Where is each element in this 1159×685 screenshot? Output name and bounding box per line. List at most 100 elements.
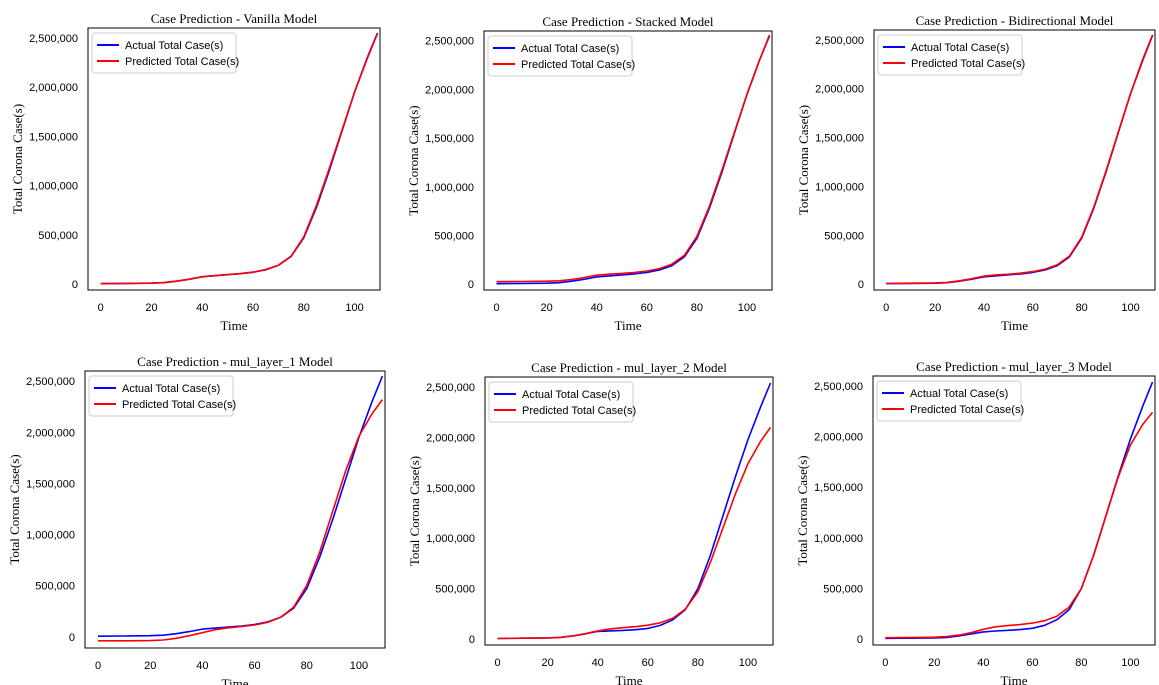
x-tick-label: 20 <box>540 302 552 314</box>
legend-box <box>877 34 1023 76</box>
x-tick-label: 40 <box>977 657 989 669</box>
x-tick-label: 40 <box>978 302 990 314</box>
y-tick-label: 0 <box>69 632 75 644</box>
y-tick-label: 2,500,000 <box>814 381 863 393</box>
legend-box <box>91 32 237 74</box>
legend: Actual Total Case(s) Predicted Total Case… <box>88 375 236 417</box>
y-tick-label: 2,500,000 <box>26 376 75 388</box>
y-tick-label: 0 <box>468 279 474 291</box>
x-tick-label: 60 <box>1027 302 1039 314</box>
plot-frame <box>483 30 773 291</box>
y-tick-label: 1,000,000 <box>814 533 863 545</box>
x-tick-label: 0 <box>95 660 101 672</box>
y-tick-label: 1,500,000 <box>29 131 78 143</box>
chart-title: Case Prediction - mul_layer_2 Model <box>531 360 727 375</box>
x-tick-label: 20 <box>928 657 940 669</box>
y-tick-label: 2,000,000 <box>425 84 474 96</box>
plot-frame <box>872 375 1156 646</box>
y-tick-label: 500,000 <box>35 581 75 593</box>
series-line-predicted <box>496 34 771 283</box>
x-tick-label: 60 <box>247 302 259 314</box>
legend-label: Predicted Total Case(s) <box>522 405 636 417</box>
legend-box <box>88 375 234 417</box>
y-tick-label: 1,000,000 <box>26 530 75 542</box>
chart-5: Case Prediction - mul_layer_2 Model Time T… <box>407 360 774 685</box>
x-tick-label: 60 <box>642 657 654 669</box>
series-line-predicted <box>100 33 379 285</box>
x-tick-label: 80 <box>692 657 704 669</box>
x-tick-label: 100 <box>738 302 756 314</box>
y-axis-label: Total Corona Case(s) <box>795 455 810 565</box>
y-tick-label: 2,000,000 <box>426 432 475 444</box>
y-tick-label: 1,000,000 <box>29 181 78 193</box>
x-tick-label: 60 <box>248 660 260 672</box>
series-line-predicted <box>497 426 772 640</box>
legend-label: Actual Total Case(s) <box>521 43 619 55</box>
x-tick-label: 0 <box>883 302 889 314</box>
x-tick-label: 40 <box>591 302 603 314</box>
x-tick-label: 0 <box>494 657 500 669</box>
y-tick-label: 0 <box>469 634 475 646</box>
x-tick-label: 20 <box>145 302 157 314</box>
legend-label: Predicted Total Case(s) <box>911 58 1025 70</box>
series-line-predicted <box>886 35 1154 285</box>
legend-box <box>487 35 633 77</box>
legend-label: Predicted Total Case(s) <box>910 404 1024 416</box>
plot-frame <box>84 370 386 649</box>
plot-frame <box>873 29 1156 291</box>
legend-label: Predicted Total Case(s) <box>125 56 239 68</box>
series-line-predicted <box>885 411 1154 639</box>
y-axis-label: Total Corona Case(s) <box>406 105 421 215</box>
legend-label: Actual Total Case(s) <box>910 388 1008 400</box>
legend-box <box>876 380 1022 422</box>
x-axis-label: Time <box>1001 318 1028 333</box>
x-tick-label: 100 <box>739 657 757 669</box>
chart-3: Case Prediction - Bidirectional Model Tim… <box>796 13 1156 333</box>
legend: Actual Total Case(s) Predicted Total Case… <box>488 381 636 423</box>
legend-label: Actual Total Case(s) <box>122 383 220 395</box>
plot-frame <box>484 376 774 646</box>
legend-label: Predicted Total Case(s) <box>122 399 236 411</box>
y-tick-label: 500,000 <box>434 230 474 242</box>
legend-label: Actual Total Case(s) <box>911 42 1009 54</box>
x-tick-label: 80 <box>1075 657 1087 669</box>
y-tick-label: 2,000,000 <box>814 432 863 444</box>
y-tick-label: 1,500,000 <box>426 483 475 495</box>
y-tick-label: 1,000,000 <box>425 182 474 194</box>
x-tick-label: 20 <box>929 302 941 314</box>
x-tick-label: 60 <box>1026 657 1038 669</box>
x-axis-label: Time <box>222 676 249 685</box>
y-tick-label: 1,500,000 <box>815 133 864 145</box>
y-tick-label: 500,000 <box>38 230 78 242</box>
y-tick-label: 0 <box>72 279 78 291</box>
y-tick-label: 0 <box>858 279 864 291</box>
chart-title: Case Prediction - Stacked Model <box>542 14 714 29</box>
chart-6: Case Prediction - mul_layer_3 Model Time T… <box>795 359 1156 685</box>
y-tick-label: 1,500,000 <box>425 133 474 145</box>
x-tick-label: 40 <box>196 660 208 672</box>
chart-2: Case Prediction - Stacked Model Time Total… <box>406 14 773 333</box>
x-tick-label: 80 <box>691 302 703 314</box>
legend: Actual Total Case(s) Predicted Total Case… <box>487 35 635 77</box>
y-tick-label: 2,500,000 <box>815 35 864 47</box>
x-tick-label: 100 <box>1121 657 1139 669</box>
x-tick-label: 0 <box>493 302 499 314</box>
x-axis-label: Time <box>1001 673 1028 685</box>
legend-label: Actual Total Case(s) <box>125 40 223 52</box>
x-tick-label: 40 <box>592 657 604 669</box>
x-axis-label: Time <box>615 318 642 333</box>
x-tick-label: 100 <box>1121 302 1139 314</box>
x-tick-label: 100 <box>350 660 368 672</box>
x-tick-label: 80 <box>298 302 310 314</box>
x-tick-label: 20 <box>541 657 553 669</box>
y-axis-label: Total Corona Case(s) <box>407 456 422 566</box>
y-tick-label: 2,000,000 <box>29 82 78 94</box>
legend-label: Actual Total Case(s) <box>522 389 620 401</box>
chart-1: Case Prediction - Vanilla Model Time Total… <box>10 11 381 333</box>
legend: Actual Total Case(s) Predicted Total Case… <box>877 34 1025 76</box>
y-tick-label: 2,500,000 <box>425 36 474 48</box>
x-tick-label: 0 <box>98 302 104 314</box>
series-line-predicted <box>98 399 384 642</box>
x-tick-label: 20 <box>144 660 156 672</box>
